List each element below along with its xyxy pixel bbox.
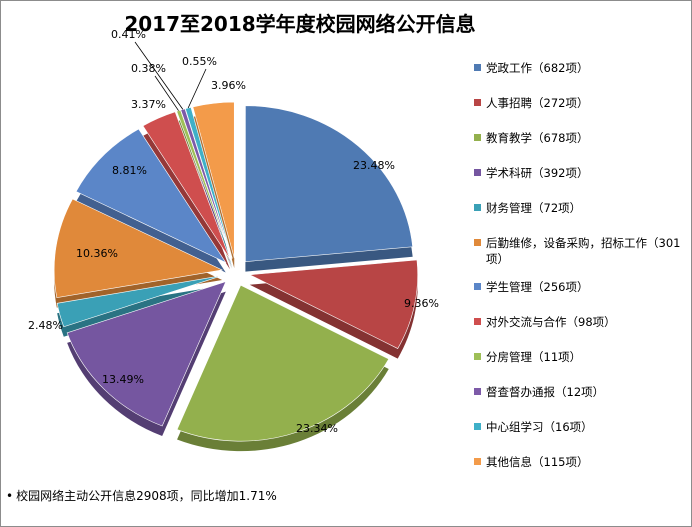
pie-slice (184, 106, 233, 259)
legend-label: 党政工作（682项） (486, 61, 589, 75)
legend-swatch (474, 204, 481, 211)
legend-label: 分房管理（11项） (486, 350, 582, 364)
legend-label: 财务管理（72项） (486, 201, 582, 215)
legend-label: 人事招聘（272项） (486, 96, 589, 110)
pie-slice (66, 281, 227, 427)
data-label: 0.41% (111, 28, 146, 41)
data-label: 13.49% (102, 373, 144, 386)
pie-slice (176, 284, 390, 442)
legend: 党政工作（682项） 人事招聘（272项） 教育教学（678项） 学术科研（392项）… (474, 60, 689, 489)
footnote-text: 校园网络主动公开信息2908项，同比增加1.71% (16, 489, 277, 503)
legend-label: 对外交流与合作（98项） (486, 315, 616, 329)
legend-item: 党政工作（682项） (474, 60, 689, 76)
pie-slice (248, 259, 418, 349)
pie-slice (192, 101, 235, 259)
legend-swatch (474, 283, 481, 290)
legend-swatch (474, 388, 481, 395)
pie-slice (245, 105, 413, 262)
legend-label: 后勤维修，设备采购，招标工作（301项） (486, 236, 681, 266)
legend-item: 学生管理（256项） (474, 279, 689, 295)
legend-label: 其他信息（115项） (486, 455, 589, 469)
legend-item: 人事招聘（272项） (474, 95, 689, 111)
legend-item: 学术科研（392项） (474, 165, 689, 181)
legend-label: 学生管理（256项） (486, 280, 589, 294)
legend-swatch (474, 239, 481, 246)
legend-swatch (474, 169, 481, 176)
data-label: 23.34% (296, 422, 338, 435)
data-label: 0.55% (182, 55, 217, 68)
legend-item: 财务管理（72项） (474, 200, 689, 216)
legend-item: 中心组学习（16项） (474, 419, 689, 435)
data-label: 10.36% (76, 247, 118, 260)
data-label: 0.38% (131, 62, 166, 75)
pie-slice (75, 128, 227, 264)
legend-label: 教育教学（678项） (486, 131, 589, 145)
data-label: 23.48% (353, 159, 395, 172)
leader-line (187, 68, 207, 109)
data-label: 9.36% (404, 297, 439, 310)
legend-item: 分房管理（11项） (474, 349, 689, 365)
data-label: 3.37% (131, 98, 166, 111)
legend-item: 其他信息（115项） (474, 454, 689, 470)
legend-item: 对外交流与合作（98项） (474, 314, 689, 330)
legend-item: 后勤维修，设备采购，招标工作（301项） (474, 235, 689, 267)
legend-swatch (474, 318, 481, 325)
legend-label: 中心组学习（16项） (486, 420, 593, 434)
pie-slice (53, 198, 224, 299)
legend-swatch (474, 134, 481, 141)
legend-swatch (474, 353, 481, 360)
data-label: 2.48% (28, 319, 63, 332)
legend-swatch (474, 423, 481, 430)
legend-item: 督查督办通报（12项） (474, 384, 689, 400)
legend-item: 教育教学（678项） (474, 130, 689, 146)
data-label: 3.96% (211, 79, 246, 92)
pie-slice (56, 275, 223, 328)
legend-swatch (474, 64, 481, 71)
leader-line (134, 41, 184, 110)
data-label: 8.81% (112, 164, 147, 177)
legend-label: 学术科研（392项） (486, 166, 589, 180)
legend-swatch (474, 458, 481, 465)
legend-swatch (474, 99, 481, 106)
footnote: • 校园网络主动公开信息2908项，同比增加1.71% (6, 489, 277, 503)
legend-label: 督查督办通报（12项） (486, 385, 605, 399)
leader-line (154, 75, 179, 111)
pie-slice (142, 111, 231, 260)
chart-title: 2017至2018学年度校园网络公开信息 (124, 12, 476, 36)
